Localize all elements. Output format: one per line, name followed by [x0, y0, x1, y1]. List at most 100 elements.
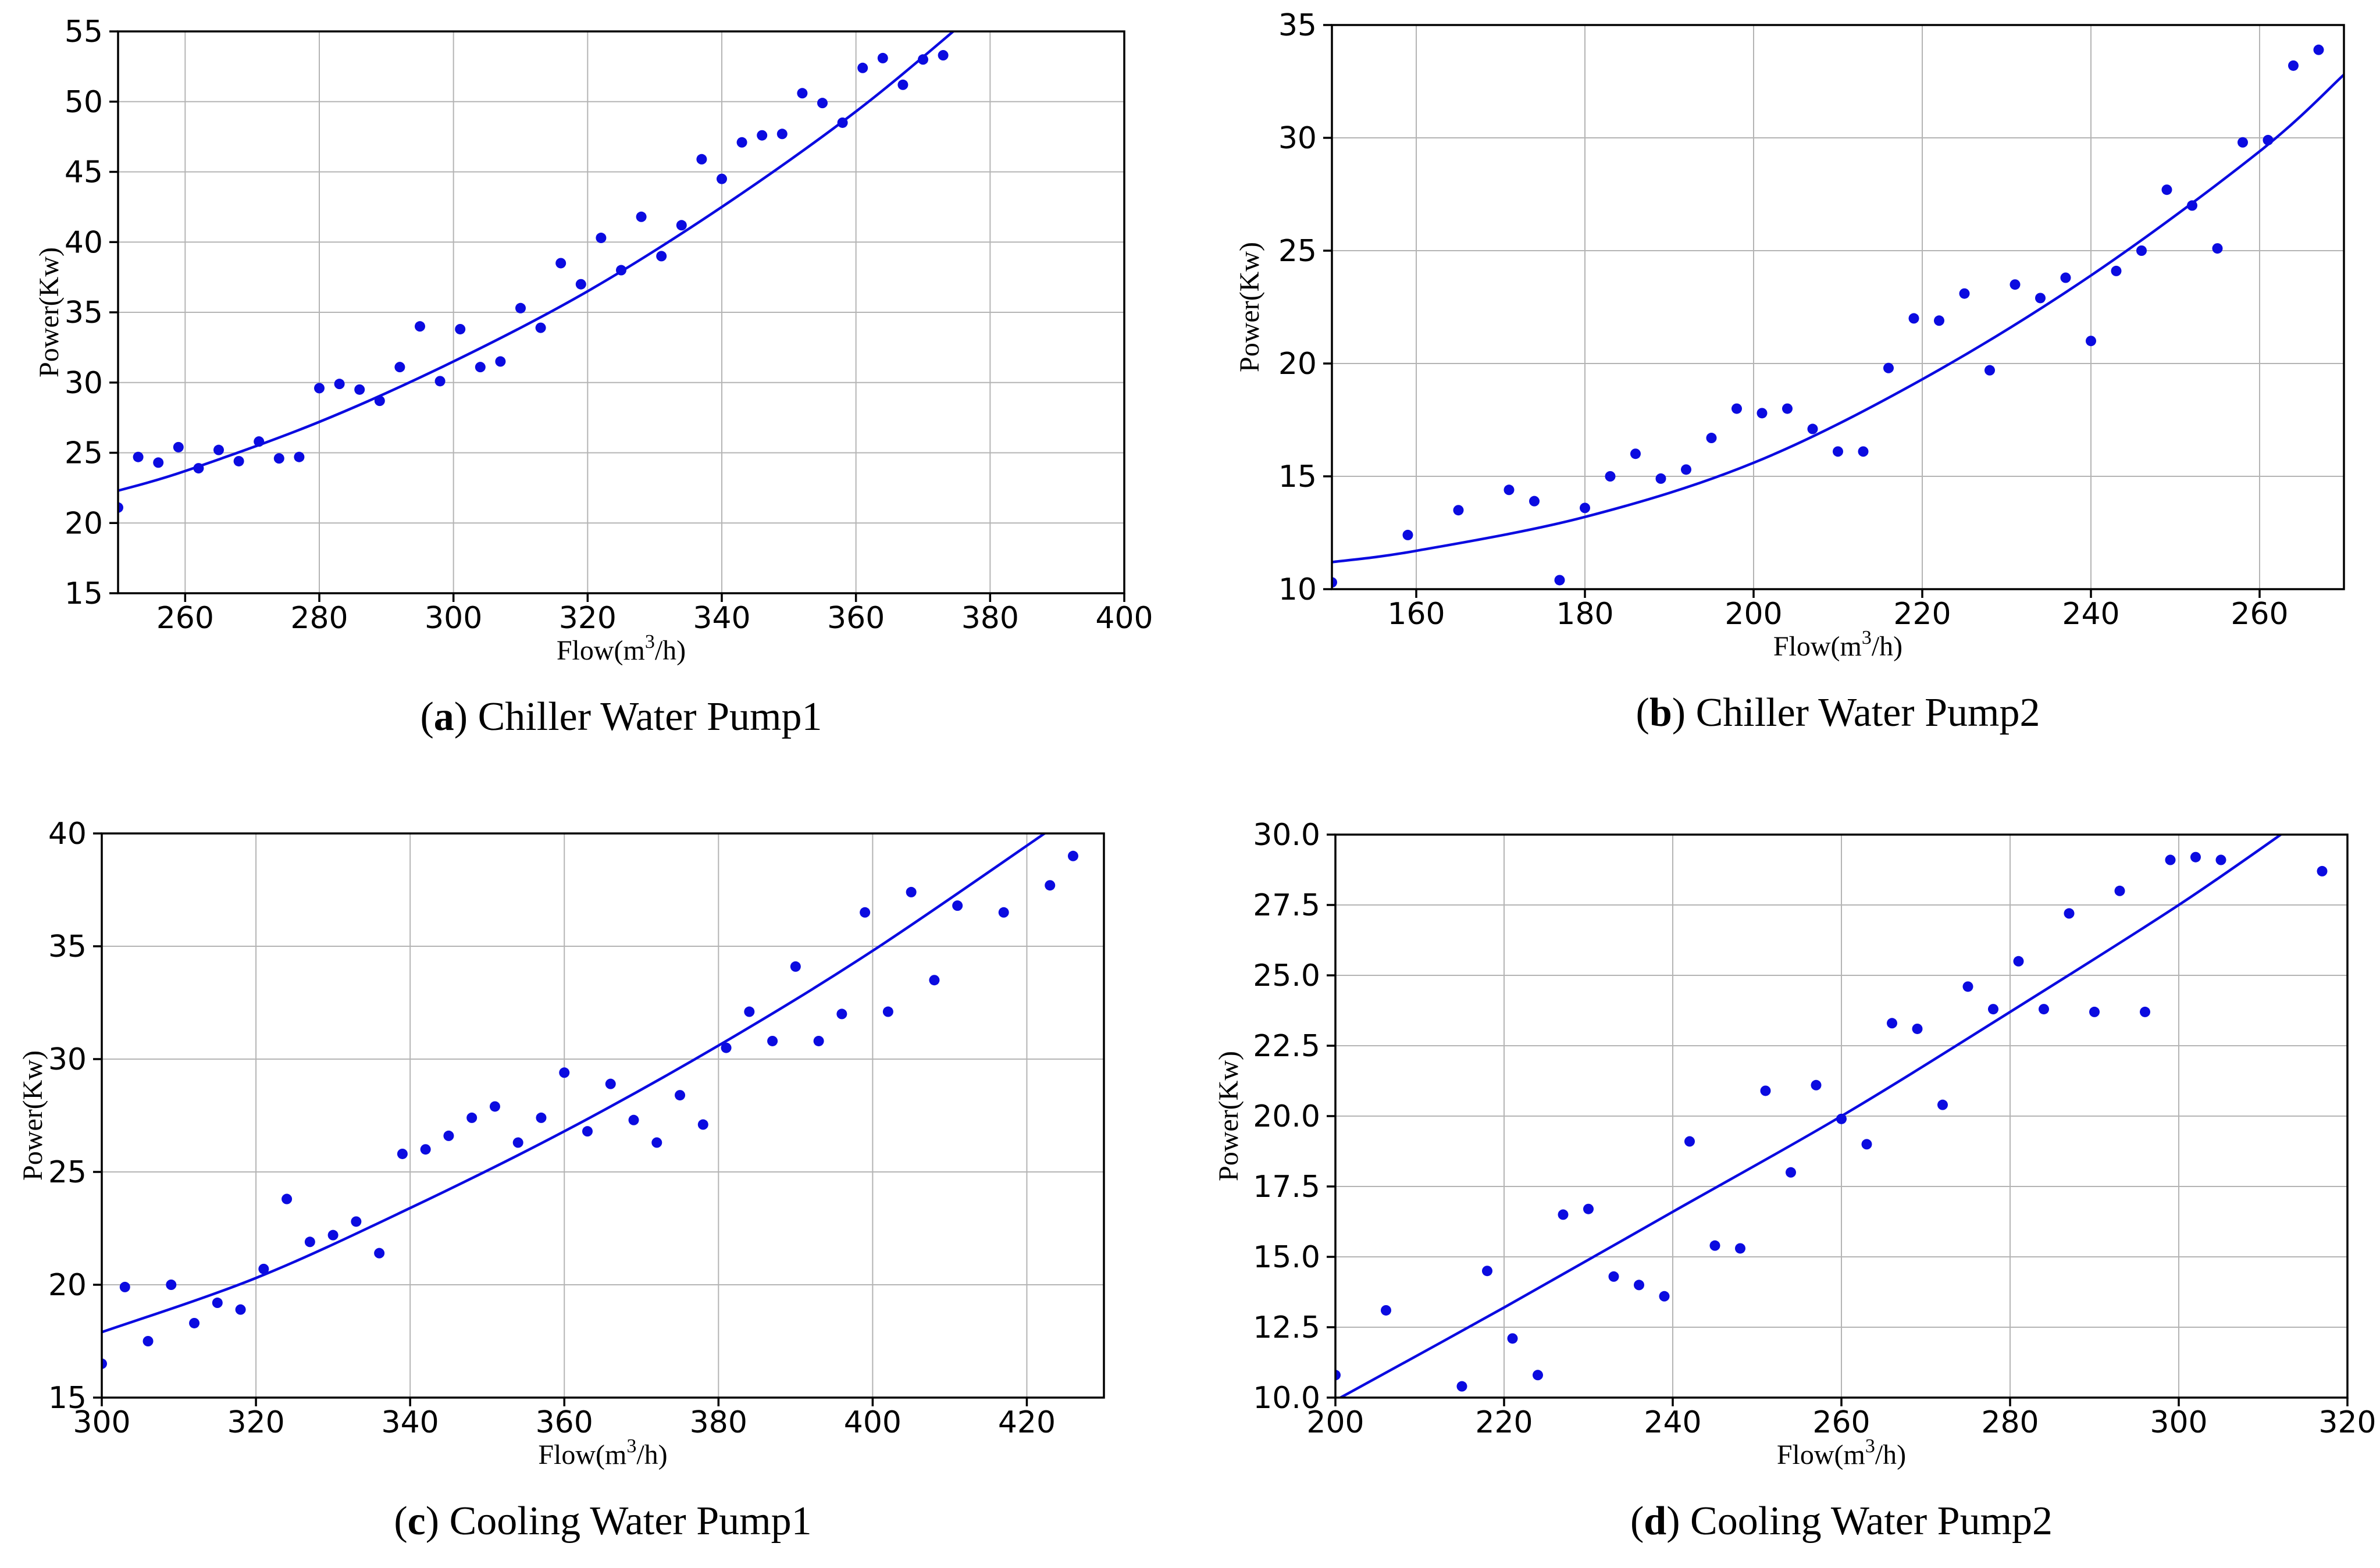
x-tick-label: 360 — [827, 601, 885, 636]
x-tick-label: 260 — [156, 601, 214, 636]
caption-b: (b) Chiller Water Pump2 — [1636, 690, 2040, 735]
scatter-points — [1335, 851, 2328, 1392]
x-tick-label: 400 — [1095, 601, 1153, 636]
y-tick-label: 40 — [65, 225, 103, 260]
plot-frame — [1331, 24, 2345, 590]
caption-a-open: ( — [420, 694, 433, 739]
y-tick-label: 12.5 — [1253, 1310, 1320, 1345]
y-tick-label: 15 — [1278, 459, 1317, 494]
x-tick-label: 280 — [290, 601, 348, 636]
x-tick-label: 420 — [998, 1405, 1056, 1440]
scatter-points — [1332, 44, 2324, 588]
caption-b-open: ( — [1636, 690, 1649, 735]
caption-c: (c) Cooling Water Pump1 — [394, 1499, 811, 1544]
x-tick-label: 320 — [2318, 1405, 2376, 1440]
chart-c-plot: 300 320 340 360 380 400 420 15 20 25 30 35 40 Flow(m3… — [17, 817, 1105, 1470]
caption-b-close: ) — [1672, 690, 1696, 735]
y-axis-label: Power(Kw) — [1213, 1051, 1244, 1181]
y-tick-label: 20 — [48, 1268, 87, 1303]
caption-a: (a) Chiller Water Pump1 — [420, 694, 822, 739]
ticks — [1323, 24, 2261, 598]
fit-curve — [102, 833, 1047, 1334]
ticks — [109, 30, 1125, 602]
fit-curve — [118, 31, 956, 492]
scatter-points — [102, 850, 1078, 1369]
x-tick-label: 160 — [1387, 597, 1445, 632]
x-tick-label: 260 — [2231, 597, 2288, 632]
panel-b: 160 180 200 220 240 260 10 15 20 25 30 35 Flow(m3/h)… — [1190, 0, 2380, 784]
x-tick-label: 240 — [1644, 1405, 1701, 1440]
y-tick-label: 40 — [48, 817, 87, 851]
x-tick-label: 300 — [2150, 1405, 2207, 1440]
y-axis-label: Power(Kw) — [17, 1050, 48, 1181]
caption-a-title: Chiller Water Pump1 — [478, 694, 822, 739]
x-tick-label: 320 — [559, 601, 617, 636]
caption-b-letter: b — [1649, 690, 1672, 735]
chart-c: 300 320 340 360 380 400 420 15 20 25 30 35 40 Flow(m3… — [17, 817, 1105, 1544]
caption-c-close: ) — [426, 1499, 450, 1544]
x-tick-label: 320 — [227, 1405, 284, 1440]
chart-a: 260 280 300 320 340 360 380 400 15 20 25 30 35 40 45 50… — [34, 15, 1153, 739]
caption-d-open: ( — [1630, 1499, 1644, 1544]
y-tick-label: 22.5 — [1253, 1029, 1320, 1064]
panel-c: 300 320 340 360 380 400 420 15 20 25 30 35 40 Flow(m3… — [0, 784, 1190, 1568]
y-tick-label: 30 — [1278, 121, 1317, 156]
scatter-points — [118, 50, 949, 513]
y-tick-label: 20.0 — [1253, 1099, 1320, 1134]
x-tick-label: 220 — [1893, 597, 1951, 632]
fit-curve — [1332, 73, 2344, 564]
chart-d-plot: 200 220 240 260 280 300 320 10.0 12.5 15.0 17.5 20.… — [1213, 818, 2377, 1470]
panel-a: 260 280 300 320 340 360 380 400 15 20 25 30 35 40 45 50… — [0, 0, 1190, 784]
y-tick-label: 20 — [65, 506, 103, 541]
y-tick-label: 17.5 — [1253, 1170, 1320, 1204]
ticks — [1327, 833, 2349, 1406]
x-tick-label: 380 — [961, 601, 1019, 636]
y-tick-label: 30.0 — [1253, 818, 1320, 853]
x-tick-label: 200 — [1725, 597, 1782, 632]
x-tick-label: 400 — [844, 1405, 902, 1440]
x-tick-label: 340 — [693, 601, 750, 636]
x-axis-label: Flow(m3/h) — [1773, 627, 1902, 662]
y-tick-label: 27.5 — [1253, 888, 1320, 923]
x-axis-label: Flow(m3/h) — [1777, 1435, 1906, 1470]
tick-labels: 300 320 340 360 380 400 420 15 20 25 30 35 40 — [48, 817, 1056, 1440]
tick-labels: 200 220 240 260 280 300 320 10.0 12.5 15.0 17.5 20.… — [1253, 818, 2376, 1440]
y-tick-label: 15 — [65, 576, 103, 611]
y-tick-label: 55 — [65, 15, 103, 49]
x-axis-label: Flow(m3/h) — [557, 631, 686, 666]
y-tick-label: 10 — [1278, 572, 1317, 607]
caption-d-close: ) — [1666, 1499, 1690, 1544]
caption-c-title: Cooling Water Pump1 — [450, 1499, 812, 1544]
x-tick-label: 260 — [1812, 1405, 1870, 1440]
panel-d: 200 220 240 260 280 300 320 10.0 12.5 15.0 17.5 20.… — [1190, 784, 2380, 1568]
chart-d: 200 220 240 260 280 300 320 10.0 12.5 15.0 17.5 20.… — [1213, 818, 2377, 1544]
y-tick-label: 25 — [65, 436, 103, 471]
y-tick-label: 15 — [48, 1381, 87, 1416]
y-tick-label: 25 — [1278, 234, 1317, 269]
gridlines — [101, 833, 1104, 1398]
gridlines — [118, 31, 1125, 594]
y-tick-label: 45 — [65, 155, 103, 190]
plot-frame — [101, 832, 1105, 1399]
x-tick-label: 180 — [1556, 597, 1613, 632]
tick-labels: 260 280 300 320 340 360 380 400 15 20 25 30 35 40 45 50… — [65, 15, 1153, 636]
caption-d-letter: d — [1644, 1499, 1666, 1544]
x-tick-label: 360 — [536, 1405, 593, 1440]
y-axis-label: Power(Kw) — [1234, 242, 1265, 372]
ticks — [93, 832, 1028, 1406]
x-axis-label: Flow(m3/h) — [538, 1435, 667, 1470]
y-tick-label: 35 — [48, 929, 87, 964]
x-tick-label: 340 — [382, 1405, 439, 1440]
y-tick-label: 30 — [65, 366, 103, 401]
caption-d: (d) Cooling Water Pump2 — [1630, 1499, 2053, 1544]
caption-d-title: Cooling Water Pump2 — [1690, 1499, 2053, 1544]
y-tick-label: 20 — [1278, 347, 1317, 382]
x-tick-label: 300 — [425, 601, 482, 636]
gridlines — [1332, 24, 2344, 590]
x-tick-label: 300 — [73, 1405, 130, 1440]
x-tick-label: 380 — [690, 1405, 747, 1440]
caption-c-open: ( — [394, 1499, 407, 1544]
caption-b-title: Chiller Water Pump2 — [1696, 690, 2040, 735]
caption-a-close: ) — [454, 694, 478, 739]
